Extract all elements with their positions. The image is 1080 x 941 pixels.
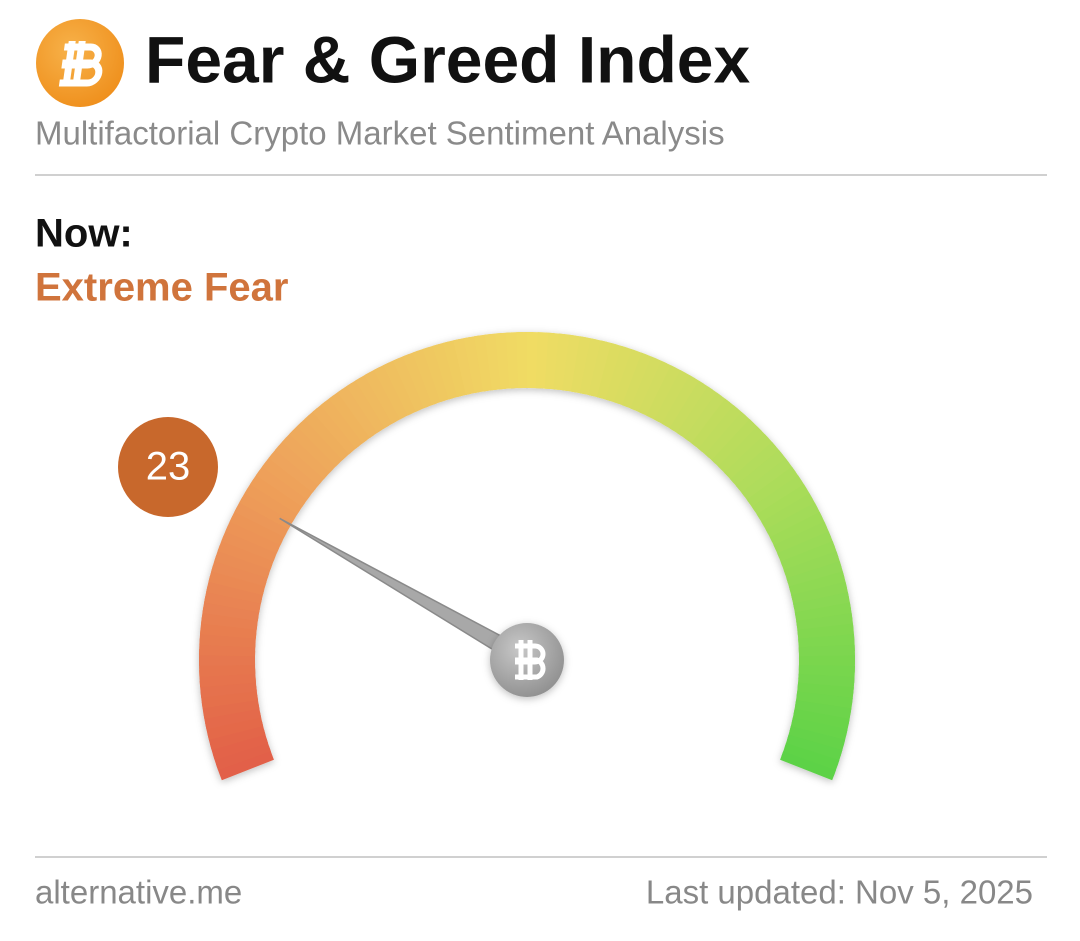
chart-title: Fear & Greed Index [145, 22, 751, 96]
gauge-arc [198, 332, 855, 781]
gauge-segment [780, 751, 836, 781]
value-label: 23 [146, 445, 191, 489]
subtitle: Multifactorial Crypto Market Sentiment A… [35, 115, 725, 152]
now-label: Now: [35, 212, 133, 256]
updated: Last updated: Nov 5, 2025 [646, 874, 1033, 911]
classification: Extreme Fear [35, 266, 288, 310]
logo [36, 19, 124, 107]
gauge: 23 [118, 332, 855, 781]
source: alternative.me [35, 874, 242, 911]
hub-icon [515, 640, 546, 680]
value-badge [118, 417, 218, 517]
